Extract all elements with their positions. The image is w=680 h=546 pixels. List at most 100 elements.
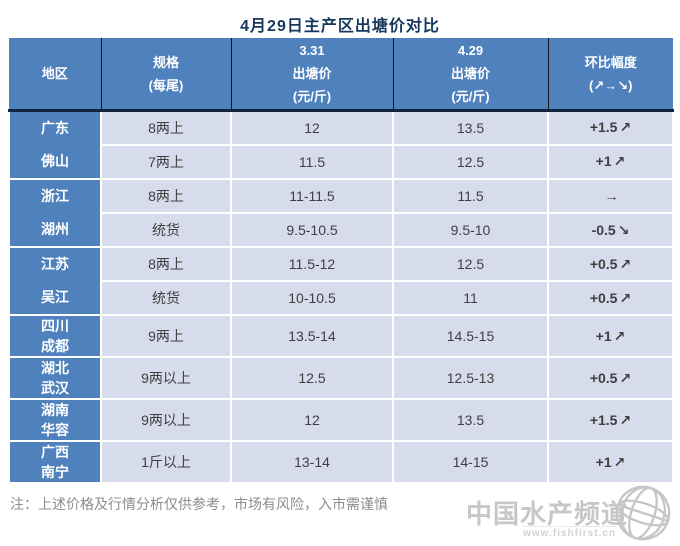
- watermark-url: www.fishfirst.cn: [523, 526, 616, 539]
- disclaimer-note: 注：上述价格及行情分析仅供参考，市场有风险，入市需谨慎: [10, 496, 388, 512]
- change-value: +1: [595, 153, 612, 170]
- table-row: 统货 10-10.5 11 +0.5 ↗: [9, 280, 674, 316]
- change-value: +0.5: [589, 369, 618, 386]
- table-row: 四川 成都 9两上 13.5-14 14.5-15 +1 ↗: [8, 314, 674, 358]
- change-cell: +0.5 ↗: [547, 280, 674, 316]
- watermark-logo-text: 中国水产频道: [465, 499, 628, 529]
- price-429-cell: 9.5-10: [392, 212, 549, 248]
- price-429-cell: 13.5: [392, 109, 549, 146]
- header-col-spec: 规格 (每尾): [101, 38, 232, 112]
- trend-arrow-icon: ↗: [619, 369, 632, 386]
- table-body: 广东 佛山 8两上 12 13.5 +1.5 ↗ 7两上 11.5 12.5 +1 ↗ 浙江 湖州 8两上 1…: [8, 109, 674, 484]
- region-line: 吴江: [41, 289, 69, 305]
- header-line: (每尾): [148, 77, 184, 93]
- header-line: (元/斤): [292, 89, 332, 104]
- change-cell: +1 ↗: [547, 143, 674, 181]
- change-cell: →: [547, 178, 674, 214]
- spec-cell: 8两上: [100, 246, 232, 282]
- region-cell: 江苏 吴江: [8, 246, 102, 316]
- table-row: 江苏 吴江 8两上 11.5-12 12.5 +0.5 ↗: [8, 246, 674, 316]
- spec-cell: 7两上: [100, 143, 232, 181]
- header-col-change: 环比幅度 (↗→↘): [548, 38, 673, 112]
- trend-arrow-icon: ↘: [617, 221, 630, 238]
- region-cell: 浙江 湖州: [8, 178, 102, 248]
- spec-cell: 8两上: [100, 109, 232, 146]
- change-value: +1.5: [589, 119, 618, 136]
- table-row: 浙江 湖州 8两上 11-11.5 11.5 →: [8, 178, 674, 248]
- region-line: 成都: [41, 338, 69, 354]
- region-line: 武汉: [41, 380, 69, 396]
- header-col-region: 地区: [9, 38, 102, 112]
- trend-arrow-icon: ↗: [613, 453, 626, 470]
- header-line: 出塘价: [292, 66, 332, 81]
- change-cell: +0.5 ↗: [547, 356, 674, 400]
- price-331-cell: 11.5-12: [230, 246, 394, 282]
- region-cell: 湖北 武汉: [8, 356, 102, 400]
- table-row: 广西 南宁 1斤以上 13-14 14-15 +1 ↗: [8, 440, 674, 484]
- header-line: (↗→↘): [589, 77, 633, 93]
- header-line: 规格: [152, 54, 179, 70]
- table-row: 广东 佛山 8两上 12 13.5 +1.5 ↗: [8, 109, 674, 180]
- price-331-cell: 9.5-10.5: [230, 212, 394, 248]
- table-row: 湖北 武汉 9两以上 12.5 12.5-13 +0.5 ↗: [8, 356, 674, 400]
- page-title: 4月29日主产区出塘价对比: [240, 18, 440, 35]
- change-cell: +1.5 ↗: [547, 398, 674, 442]
- region-line: 浙江: [41, 188, 69, 204]
- price-429-cell: 13.5: [392, 398, 549, 442]
- price-429-cell: 14-15: [392, 440, 549, 484]
- trend-arrow-icon: →: [604, 188, 619, 204]
- price-331-cell: 12.5: [230, 356, 394, 400]
- region-line: 湖南: [41, 402, 69, 418]
- change-value: +1: [595, 327, 612, 344]
- spec-cell: 9两以上: [100, 398, 232, 442]
- region-line: 广西: [41, 444, 69, 460]
- change-value: -0.5: [591, 221, 616, 238]
- region-cell: 广西 南宁: [8, 440, 102, 484]
- region-line: 南宁: [41, 464, 69, 480]
- spec-cell: 统货: [100, 280, 232, 316]
- region-cell: 四川 成都: [8, 314, 102, 358]
- region-line: 四川: [41, 318, 69, 334]
- change-value: +1.5: [589, 411, 618, 428]
- region-line: 江苏: [41, 256, 69, 272]
- header-line: 4.29: [457, 43, 484, 58]
- header-line: 出塘价: [450, 66, 490, 81]
- price-429-cell: 12.5-13: [392, 356, 549, 400]
- header-col-price-429: 4.29 出塘价 (元/斤): [393, 38, 549, 112]
- spec-cell: 统货: [100, 212, 232, 248]
- price-331-cell: 13-14: [230, 440, 394, 484]
- trend-arrow-icon: ↗: [619, 119, 632, 136]
- change-value: +0.5: [589, 289, 618, 306]
- price-429-cell: 12.5: [392, 246, 549, 282]
- globe-icon: [615, 485, 671, 541]
- price-429-cell: 14.5-15: [392, 314, 549, 358]
- region-line: 佛山: [41, 153, 69, 169]
- header-line: 环比幅度: [584, 54, 637, 70]
- spec-cell: 1斤以上: [100, 440, 232, 484]
- header-row: 地区 规格 (每尾) 3.31 出塘价 (元/斤) 4.29 出塘价 (元/斤) 环比幅度 (↗→↘…: [9, 38, 673, 112]
- table-row: 湖南 华容 9两以上 12 13.5 +1.5 ↗: [8, 398, 674, 442]
- region-line: 湖北: [41, 360, 69, 376]
- change-cell: +1 ↗: [547, 314, 674, 358]
- change-value: +1: [595, 453, 612, 470]
- price-331-cell: 11.5: [230, 143, 394, 181]
- spec-cell: 8两上: [100, 178, 232, 214]
- trend-arrow-icon: ↗: [613, 327, 626, 344]
- change-cell: +1.5 ↗: [547, 109, 674, 146]
- change-cell: +1 ↗: [547, 440, 674, 484]
- price-331-cell: 10-10.5: [230, 280, 394, 316]
- price-comparison-table: 地区 规格 (每尾) 3.31 出塘价 (元/斤) 4.29 出塘价 (元/斤) 环比幅度 (↗→↘…: [8, 38, 674, 484]
- price-331-cell: 13.5-14: [230, 314, 394, 358]
- table-row: 7两上 11.5 12.5 +1 ↗: [9, 143, 674, 181]
- header-line: 3.31: [299, 43, 325, 58]
- region-line: 湖州: [41, 221, 69, 237]
- trend-arrow-icon: ↗: [619, 411, 632, 428]
- price-429-cell: 11: [392, 280, 549, 316]
- trend-arrow-icon: ↗: [613, 153, 626, 170]
- region-line: 华容: [41, 422, 69, 438]
- header-line: (元/斤): [451, 89, 490, 104]
- price-429-cell: 12.5: [392, 143, 549, 181]
- price-331-cell: 12: [230, 109, 394, 146]
- header-line: 地区: [41, 66, 68, 81]
- price-331-cell: 11-11.5: [230, 178, 394, 214]
